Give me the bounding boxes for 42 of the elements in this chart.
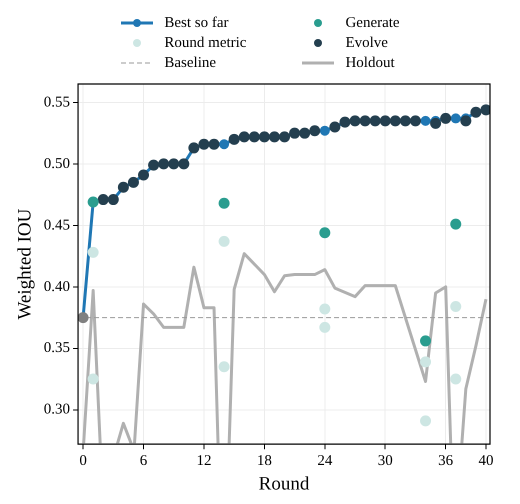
point (319, 322, 330, 333)
point (450, 218, 462, 230)
point (320, 126, 330, 136)
y-tick-label: 0.30 (44, 402, 70, 418)
point (218, 236, 230, 247)
point (450, 301, 462, 312)
x-tick-label: 0 (79, 453, 87, 470)
x-tick-label: 12 (196, 453, 212, 470)
legend-label: Holdout (345, 54, 395, 72)
point (420, 415, 432, 426)
y-tick-label: 0.45 (44, 217, 70, 234)
point (88, 374, 99, 385)
point (88, 246, 99, 258)
legend-label: Best so far (164, 14, 229, 32)
point (430, 118, 442, 129)
y-tick-label: 0.50 (44, 156, 70, 172)
point (319, 227, 330, 238)
point (219, 139, 230, 150)
x-axis-title: Round (258, 474, 310, 495)
legend-label: Round metric (164, 34, 246, 52)
point (450, 113, 461, 124)
legend-label: Evolve (345, 34, 388, 52)
x-tick-label: 40 (478, 453, 494, 470)
y-tick-label: 0.40 (44, 278, 70, 295)
point (420, 335, 432, 346)
point (450, 374, 462, 385)
y-tick-label: 0.55 (44, 94, 70, 110)
point (218, 198, 230, 209)
x-tick-label: 6 (140, 453, 148, 470)
legend-label: Generate (345, 14, 400, 32)
y-axis-title: Weighted IOU (14, 208, 36, 320)
point (319, 303, 330, 314)
point (420, 356, 432, 368)
legend-label: Baseline (164, 54, 216, 72)
x-tick-label: 18 (256, 453, 272, 470)
x-tick-label: 30 (378, 453, 393, 470)
point (420, 116, 431, 126)
point (218, 361, 230, 372)
x-tick-label: 36 (438, 453, 454, 470)
x-tick-label: 24 (317, 453, 333, 470)
y-tick-label: 0.35 (44, 340, 70, 356)
point (460, 115, 472, 126)
